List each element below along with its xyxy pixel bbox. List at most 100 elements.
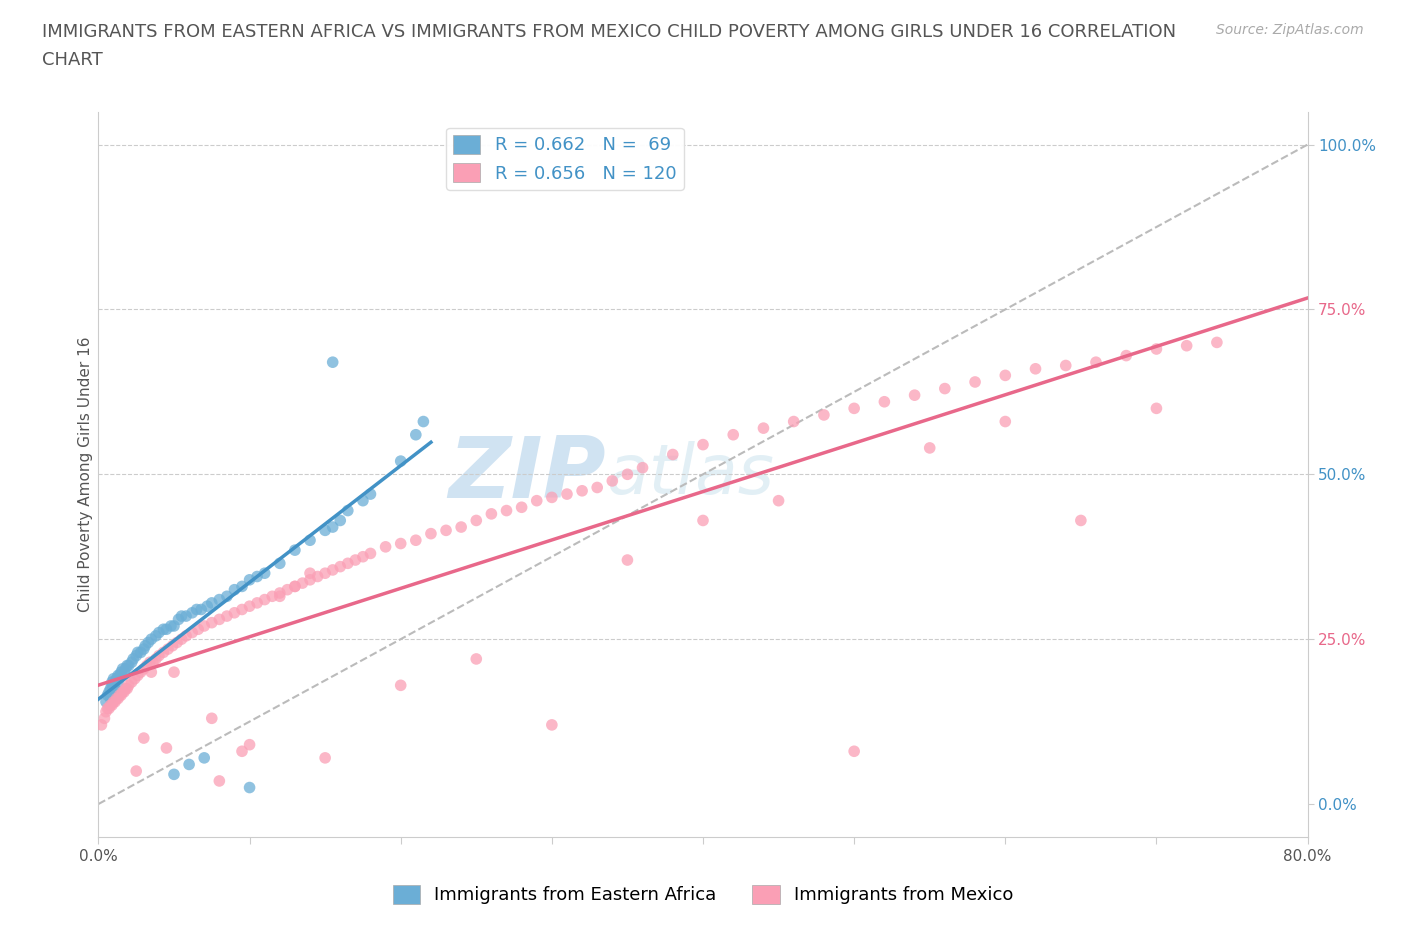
Point [135, 658, 157, 673]
Point [190, 602, 212, 617]
Point [170, 631, 193, 646]
Point [110, 665, 132, 680]
Point [904, 388, 927, 403]
Point [115, 681, 138, 696]
Point [314, 523, 336, 538]
Point [434, 523, 457, 538]
Point [602, 473, 624, 488]
Point [132, 661, 155, 676]
Point [360, 486, 382, 501]
Point [163, 665, 186, 680]
Point [101, 698, 124, 712]
Point [231, 579, 253, 594]
Point [284, 543, 307, 558]
Point [163, 618, 186, 633]
Point [96, 688, 118, 703]
Point [134, 638, 156, 653]
Point [111, 684, 134, 699]
Point [108, 688, 131, 703]
Point [360, 546, 382, 561]
Point [115, 658, 138, 673]
Point [132, 731, 155, 746]
Point [540, 717, 562, 732]
Point [121, 674, 143, 689]
Point [100, 691, 122, 706]
Point [104, 695, 127, 710]
Point [105, 671, 128, 686]
Point [118, 658, 141, 673]
Point [160, 618, 183, 633]
Point [934, 381, 956, 396]
Point [195, 599, 218, 614]
Point [994, 368, 1017, 383]
Point [132, 642, 155, 657]
Point [94, 695, 117, 710]
Point [389, 454, 412, 469]
Point [162, 638, 184, 653]
Point [94, 704, 117, 719]
Point [262, 589, 284, 604]
Point [125, 648, 148, 663]
Point [110, 688, 132, 703]
Point [118, 678, 141, 693]
Point [103, 681, 125, 696]
Point [103, 671, 125, 686]
Point [174, 608, 197, 623]
Point [167, 612, 190, 627]
Point [104, 681, 127, 696]
Point [495, 503, 517, 518]
Point [322, 563, 344, 578]
Point [352, 550, 374, 565]
Point [374, 539, 396, 554]
Point [101, 674, 124, 689]
Text: ZIP: ZIP [449, 432, 606, 516]
Point [174, 629, 197, 644]
Point [156, 642, 179, 657]
Point [201, 595, 224, 610]
Point [239, 780, 262, 795]
Point [329, 513, 352, 528]
Point [155, 740, 177, 755]
Text: atlas: atlas [606, 441, 775, 508]
Point [1054, 358, 1077, 373]
Point [246, 595, 269, 610]
Point [465, 513, 488, 528]
Point [111, 661, 134, 676]
Text: CHART: CHART [42, 51, 103, 69]
Point [994, 414, 1017, 429]
Point [101, 678, 124, 693]
Point [1115, 348, 1137, 363]
Point [215, 608, 238, 623]
Point [965, 375, 987, 390]
Point [231, 602, 253, 617]
Point [405, 533, 427, 548]
Point [783, 414, 806, 429]
Point [276, 582, 298, 597]
Point [108, 668, 131, 683]
Point [170, 608, 193, 623]
Point [141, 665, 163, 680]
Point [163, 767, 186, 782]
Point [344, 552, 367, 567]
Point [329, 559, 352, 574]
Point [481, 507, 503, 522]
Point [136, 635, 159, 650]
Point [389, 536, 412, 551]
Point [314, 751, 336, 765]
Point [555, 486, 578, 501]
Point [224, 605, 246, 620]
Point [314, 565, 336, 580]
Point [124, 671, 146, 686]
Point [299, 572, 322, 587]
Point [96, 701, 118, 716]
Point [125, 764, 148, 778]
Point [100, 681, 122, 696]
Point [692, 437, 714, 452]
Point [90, 717, 112, 732]
Point [420, 526, 443, 541]
Point [98, 684, 121, 699]
Point [201, 711, 224, 725]
Point [299, 533, 322, 548]
Point [253, 592, 276, 607]
Point [104, 674, 127, 689]
